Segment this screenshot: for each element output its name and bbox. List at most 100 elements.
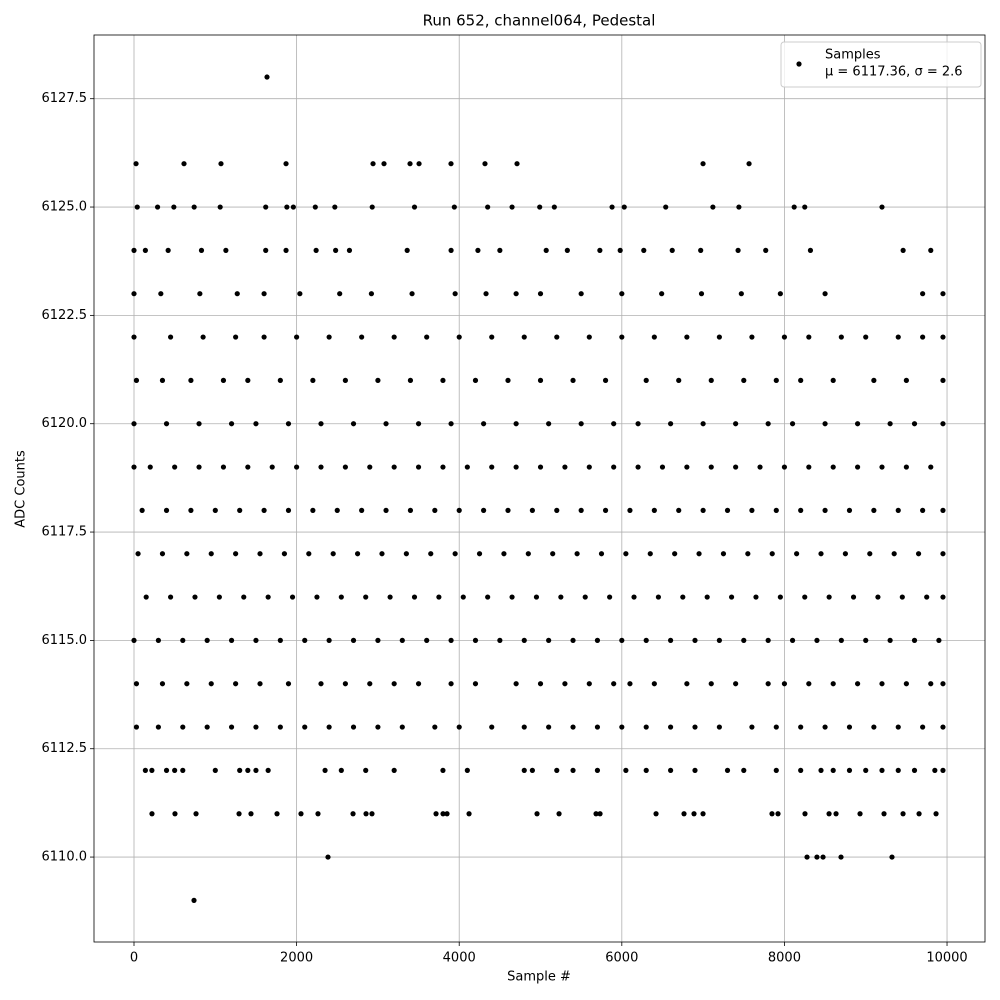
data-point [407,161,413,167]
data-point [302,724,308,730]
data-point [765,681,771,687]
data-point [814,637,820,643]
data-point [940,767,946,773]
data-point [147,464,153,470]
data-point [521,334,527,340]
data-point [655,594,662,600]
data-point [887,421,893,427]
data-point [233,551,239,557]
data-point [220,464,227,470]
data-point [489,724,495,730]
data-point [379,551,385,557]
data-point [546,724,552,730]
data-point [289,594,296,600]
data-point [871,724,877,730]
data-point [607,594,613,600]
data-point [241,594,247,600]
data-point [562,681,568,687]
chart-title: Run 652, channel064, Pedestal [423,12,656,30]
data-point [310,507,316,513]
data-point [424,637,430,643]
data-point [716,637,722,643]
data-point [261,291,267,297]
data-point [184,551,190,557]
data-point [806,681,812,687]
data-point [404,247,410,253]
data-point [217,204,223,210]
data-point [350,811,356,817]
data-point [773,507,779,513]
data-point [830,767,836,773]
data-point [472,377,479,383]
data-point [456,507,462,513]
data-point [448,421,454,427]
data-point [489,334,495,340]
data-point [481,421,487,427]
data-point [433,811,439,817]
data-point [900,811,906,817]
data-point [407,377,414,383]
data-point [416,161,422,167]
data-point [672,551,678,557]
data-point [350,421,357,427]
data-point [578,291,584,297]
data-point [863,637,869,643]
data-point [475,247,481,253]
data-point [550,551,556,557]
data-point [284,204,290,210]
data-point [669,247,675,253]
data-point [172,464,178,470]
data-point [497,637,503,643]
data-point [233,334,239,340]
data-point [513,421,519,427]
data-point [409,291,415,297]
x-tick-label: 0 [130,951,138,966]
data-point [514,161,520,167]
data-point [314,594,320,600]
data-point [342,377,348,383]
data-point [180,637,186,643]
data-point [554,507,560,513]
data-point [448,161,454,167]
data-point [220,377,227,383]
data-point [911,637,918,643]
data-point [505,377,511,383]
data-point [188,377,194,383]
data-point [818,767,824,773]
data-point [212,507,218,513]
data-point [154,204,161,210]
data-point [163,507,170,513]
data-point [367,681,373,687]
data-point [369,811,375,817]
data-point [609,204,615,210]
data-point [383,507,389,513]
data-point [781,334,788,340]
data-point [854,421,861,427]
data-point [363,767,369,773]
data-point [428,551,434,557]
data-point [415,464,422,470]
data-point [415,681,422,687]
data-point [245,464,251,470]
data-point [558,594,564,600]
data-point [381,161,387,167]
data-point [773,377,779,383]
data-point [791,204,797,210]
data-point [391,334,397,340]
data-point [696,551,702,557]
data-point [375,724,381,730]
data-point [826,811,832,817]
data-point [668,421,674,427]
data-point [623,767,629,773]
data-point [928,464,934,470]
data-point [611,421,617,427]
data-point [456,334,462,340]
data-point [708,681,714,687]
data-point [598,551,605,557]
data-point [820,854,826,860]
data-point [733,421,739,427]
data-point [448,681,454,687]
data-point [940,507,946,513]
data-point [265,594,271,600]
data-point [452,291,458,297]
